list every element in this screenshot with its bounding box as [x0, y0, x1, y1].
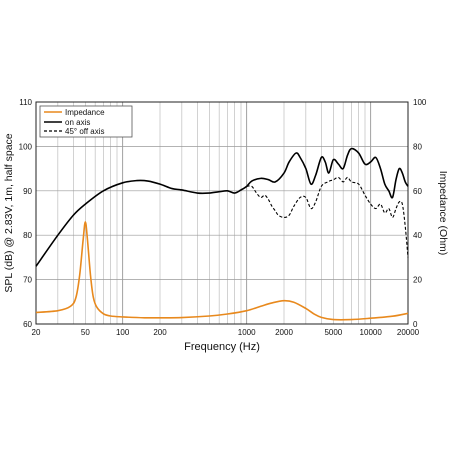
y-tick-label-right: 20: [413, 276, 422, 285]
y-axis-label-left: SPL (dB) @ 2.83V, 1m, half space: [3, 133, 15, 292]
x-axis-label: Frequency (Hz): [184, 341, 260, 353]
x-tick-label: 20000: [397, 328, 420, 337]
grid: [36, 101, 408, 325]
x-tick-label: 10000: [360, 328, 383, 337]
y-tick-label-right: 0: [413, 320, 418, 329]
y-tick-label-left: 80: [23, 231, 32, 240]
legend: Impedance on axis 45° off axis: [39, 105, 133, 138]
legend-label-off-axis: 45° off axis: [65, 127, 105, 136]
series-line-off-axis: [246, 176, 409, 258]
legend-label-on-axis: on axis: [65, 118, 90, 127]
series-line-on-axis: [35, 147, 409, 267]
x-tick-label: 100: [116, 328, 130, 337]
y-tick-label-left: 90: [23, 187, 32, 196]
x-tick-label: 200: [153, 328, 167, 337]
x-tick-label: 50: [81, 328, 90, 337]
x-tick-label: 20: [32, 328, 41, 337]
y-tick-label-right: 40: [413, 231, 422, 240]
plot-frame: [35, 101, 409, 325]
x-tick-label: 1000: [238, 328, 256, 337]
tick-labels: 20 50 100 200 1000 2000 5000 10000 2000060708090…: [19, 98, 427, 337]
x-tick-label: 5000: [324, 328, 342, 337]
series-lines: [35, 147, 409, 321]
series-line-impedance: [35, 221, 409, 321]
x-tick-label: 2000: [275, 328, 293, 337]
legend-label-impedance: Impedance: [65, 108, 105, 117]
y-tick-label-left: 100: [19, 142, 33, 151]
y-tick-label-left: 110: [19, 98, 32, 107]
y-tick-label-left: 70: [23, 276, 32, 285]
y-tick-label-right: 100: [413, 98, 427, 107]
y-tick-label-left: 60: [23, 320, 32, 329]
y-tick-label-right: 80: [413, 142, 422, 151]
y-axis-label-right: Impedance (Ohm): [437, 171, 449, 256]
y-tick-label-right: 60: [413, 187, 422, 196]
